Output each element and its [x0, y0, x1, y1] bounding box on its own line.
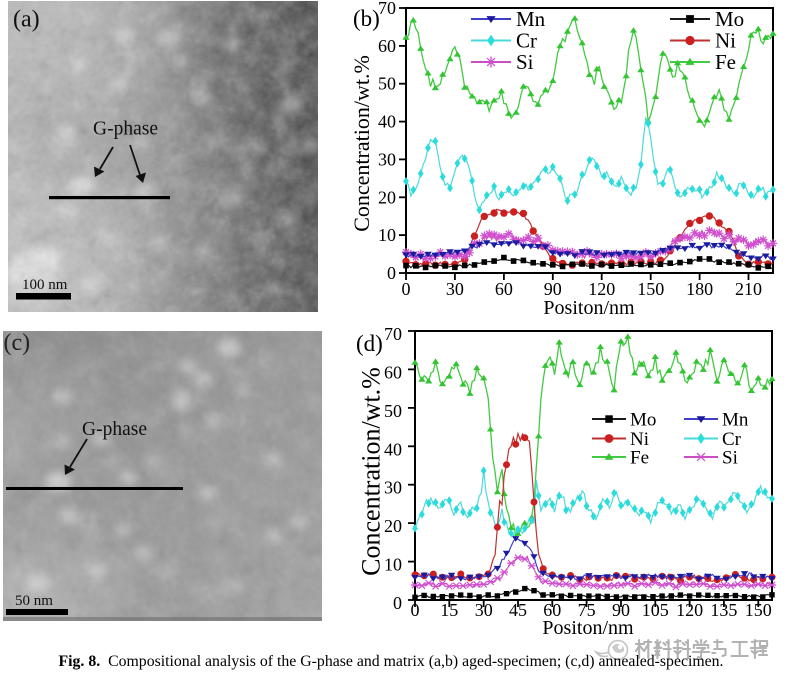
svg-text:10: 10 — [384, 555, 402, 575]
svg-text:(b): (b) — [353, 6, 380, 31]
svg-text:Fe: Fe — [715, 50, 736, 74]
svg-text:(a): (a) — [13, 7, 40, 33]
svg-text:210: 210 — [735, 279, 762, 299]
svg-text:45: 45 — [509, 600, 527, 620]
svg-text:Cr: Cr — [722, 429, 742, 450]
svg-text:Ni: Ni — [715, 29, 736, 53]
svg-text:Mo: Mo — [715, 7, 744, 31]
svg-text:20: 20 — [378, 187, 396, 207]
svg-text:15: 15 — [440, 600, 458, 620]
svg-text:Cr: Cr — [516, 29, 537, 53]
svg-text:75: 75 — [578, 600, 596, 620]
svg-text:Positon/nm: Positon/nm — [542, 617, 634, 639]
svg-text:Mo: Mo — [630, 410, 656, 431]
svg-text:Concentration/wt.%: Concentration/wt.% — [357, 367, 386, 576]
svg-text:Fe: Fe — [630, 448, 649, 469]
svg-text:40: 40 — [378, 112, 396, 132]
svg-text:150: 150 — [637, 279, 664, 299]
svg-text:(c): (c) — [4, 331, 31, 356]
svg-text:150: 150 — [745, 600, 772, 620]
svg-text:G-phase: G-phase — [93, 119, 158, 140]
svg-text:90: 90 — [612, 600, 630, 620]
svg-text:60: 60 — [543, 600, 561, 620]
svg-text:0: 0 — [393, 593, 402, 613]
svg-text:30: 30 — [378, 149, 396, 169]
svg-text:90: 90 — [544, 279, 562, 299]
svg-text:60: 60 — [495, 279, 513, 299]
svg-text:60: 60 — [378, 36, 396, 56]
svg-text:(d): (d) — [356, 331, 383, 356]
svg-text:30: 30 — [475, 600, 493, 620]
svg-text:0: 0 — [411, 600, 420, 620]
svg-text:70: 70 — [378, 0, 396, 18]
svg-text:120: 120 — [588, 279, 615, 299]
svg-text:100 nm: 100 nm — [22, 277, 68, 293]
svg-text:Mn: Mn — [722, 410, 749, 431]
svg-text:Concentration/wt.%: Concentration/wt.% — [349, 55, 374, 232]
svg-text:70: 70 — [384, 324, 402, 344]
svg-text:60: 60 — [384, 362, 402, 382]
svg-text:105: 105 — [642, 600, 669, 620]
svg-text:30: 30 — [384, 478, 402, 498]
svg-text:Si: Si — [516, 50, 534, 74]
svg-text:50 nm: 50 nm — [15, 593, 53, 609]
svg-text:40: 40 — [384, 439, 402, 459]
svg-text:180: 180 — [686, 279, 713, 299]
svg-text:Positon/nm: Positon/nm — [543, 297, 635, 319]
svg-text:G-phase: G-phase — [82, 419, 147, 440]
svg-text:10: 10 — [378, 225, 396, 245]
svg-text:20: 20 — [384, 516, 402, 536]
svg-text:50: 50 — [378, 74, 396, 94]
svg-text:0: 0 — [402, 279, 411, 299]
svg-text:0: 0 — [387, 263, 396, 283]
svg-text:135: 135 — [710, 600, 737, 620]
svg-text:120: 120 — [676, 600, 703, 620]
svg-text:Mn: Mn — [516, 7, 546, 31]
svg-text:Si: Si — [722, 448, 738, 469]
svg-text:Ni: Ni — [630, 429, 649, 450]
svg-text:30: 30 — [446, 279, 464, 299]
svg-text:50: 50 — [384, 401, 402, 421]
